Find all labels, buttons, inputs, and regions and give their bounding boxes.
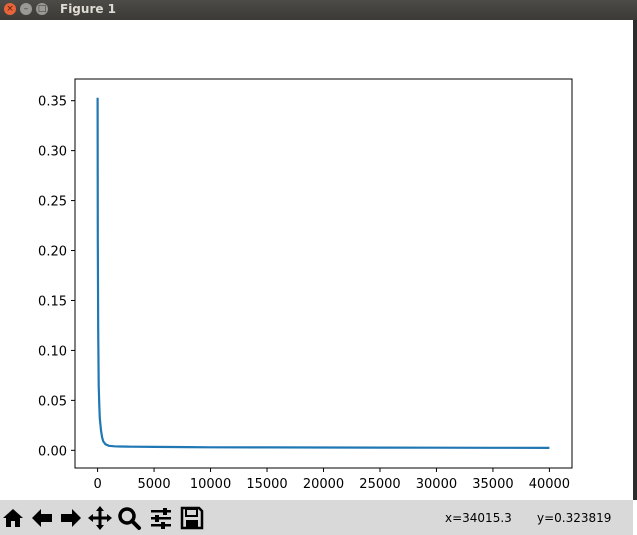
x-tick-label: 15000	[246, 477, 287, 492]
y-tick-label: 0.00	[38, 444, 67, 459]
plot-canvas[interactable]: 0 5000 10000 15000 20000 25000 30000 35000 40000…	[0, 20, 633, 500]
x-tick-label: 40000	[529, 477, 570, 492]
y-tick-label: 0.30	[38, 145, 67, 160]
y-tick-label: 0.25	[38, 195, 67, 210]
x-tick-label: 30000	[416, 477, 457, 492]
window-titlebar: × – □ Figure 1	[0, 0, 637, 20]
home-icon	[3, 509, 23, 527]
save-icon	[180, 506, 204, 530]
x-tick-label: 5000	[138, 477, 171, 492]
maximize-window-button[interactable]: □	[36, 3, 48, 15]
back-arrow-icon	[32, 509, 52, 527]
home-button[interactable]	[0, 505, 26, 531]
pan-icon	[88, 506, 112, 530]
y-tick-label: 0.20	[38, 245, 67, 260]
x-tick-label: 35000	[472, 477, 513, 492]
pan-button[interactable]	[87, 505, 113, 531]
x-tick-label: 0	[93, 477, 101, 492]
configure-subplots-button[interactable]	[148, 505, 174, 531]
y-coordinate-readout: y=0.323819	[537, 511, 612, 525]
forward-button[interactable]	[58, 505, 84, 531]
configure-subplots-icon	[151, 508, 171, 529]
x-tick-label: 20000	[303, 477, 344, 492]
zoom-icon	[118, 507, 141, 530]
axis-ticks: 0 5000 10000 15000 20000 25000 30000 35000 40000…	[38, 95, 570, 492]
zoom-button[interactable]	[116, 505, 142, 531]
save-button[interactable]	[179, 505, 205, 531]
y-tick-label: 0.05	[38, 394, 67, 409]
forward-arrow-icon	[61, 509, 81, 527]
navigation-toolbar	[0, 500, 633, 535]
x-tick-label: 10000	[190, 477, 231, 492]
back-button[interactable]	[29, 505, 55, 531]
window-edge	[633, 20, 637, 500]
data-series-line	[96, 97, 550, 449]
y-tick-label: 0.15	[38, 294, 67, 309]
x-coordinate-readout: x=34015.3	[445, 511, 512, 525]
axes-frame	[74, 78, 573, 469]
y-tick-label: 0.35	[38, 95, 67, 110]
window-title: Figure 1	[60, 2, 117, 16]
y-tick-label: 0.10	[38, 344, 67, 359]
close-window-button[interactable]: ×	[4, 3, 16, 15]
minimize-window-button[interactable]: –	[20, 3, 32, 15]
x-tick-label: 25000	[359, 477, 400, 492]
